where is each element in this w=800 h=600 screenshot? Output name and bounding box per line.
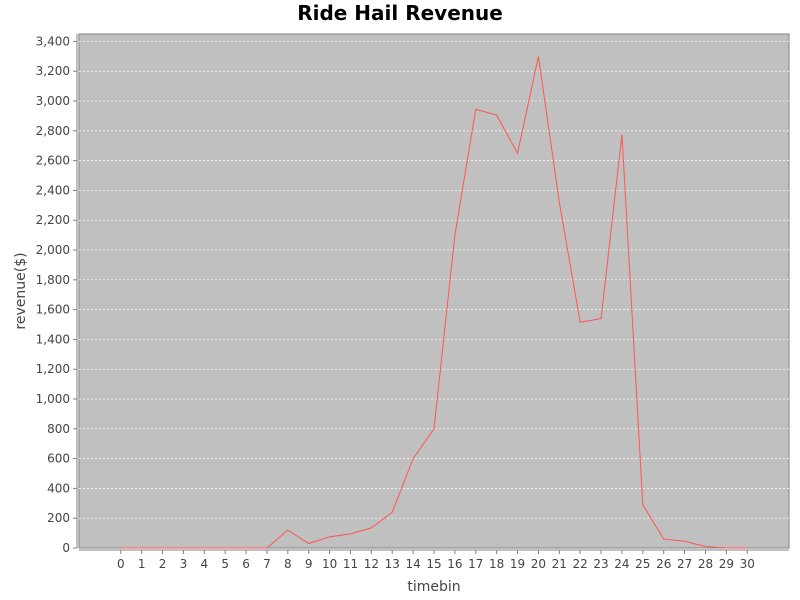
y-tick-label: 0 [62, 541, 70, 555]
x-axis: 0 1 2 3 4 5 6 7 8 9 10 11 12 13 14 15 16 17 18 19 20 21 22 23 24… [79, 549, 789, 571]
y-tick-label: 2,000 [36, 243, 70, 257]
y-tick-label: 2,400 [36, 183, 70, 197]
y-tick-label: 200 [47, 511, 70, 525]
x-tick-label: 2 [159, 557, 167, 571]
y-tick-label: 600 [47, 452, 70, 466]
y-tick-label: 2,200 [36, 213, 70, 227]
y-tick-label: 2,800 [36, 124, 70, 138]
x-tick-label: 0 [117, 557, 125, 571]
y-tick-label: 1,000 [36, 392, 70, 406]
x-tick-label: 6 [242, 557, 250, 571]
y-axis-label: revenue($) [13, 252, 29, 329]
x-tick-label: 4 [200, 557, 208, 571]
x-tick-label: 25 [635, 557, 650, 571]
x-tick-label: 29 [719, 557, 734, 571]
x-tick-label: 16 [447, 557, 462, 571]
y-tick-label: 3,200 [36, 64, 70, 78]
y-tick-label: 1,600 [36, 303, 70, 317]
x-tick-label: 23 [593, 557, 608, 571]
series-layer [120, 56, 748, 549]
y-tick-label: 3,400 [36, 34, 70, 48]
x-tick-label: 28 [698, 557, 713, 571]
plot-area [78, 33, 790, 549]
x-tick-label: 17 [468, 557, 483, 571]
x-tick-label: 21 [552, 557, 567, 571]
x-tick-label: 10 [322, 557, 337, 571]
x-tick-label: 19 [510, 557, 525, 571]
x-tick-label: 15 [426, 557, 441, 571]
x-axis-label: timebin [407, 579, 460, 595]
y-tick-label: 1,200 [36, 362, 70, 376]
y-tick-label: 800 [47, 422, 70, 436]
y-axis: 0 200 400 600 800 1,000 1,200 1,400 1,600 1,800 2,… [36, 34, 78, 555]
y-tick-label: 1,400 [36, 332, 70, 346]
x-tick-label: 27 [677, 557, 692, 571]
x-tick-label: 14 [405, 557, 420, 571]
y-tick-label: 400 [47, 481, 70, 495]
x-tick-label: 5 [221, 557, 229, 571]
x-tick-label: 26 [656, 557, 671, 571]
x-tick-label: 13 [385, 557, 400, 571]
x-tick-label: 3 [180, 557, 188, 571]
x-tick-label: 24 [614, 557, 629, 571]
x-tick-label: 20 [531, 557, 546, 571]
x-tick-label: 12 [364, 557, 379, 571]
x-tick-label: 18 [489, 557, 504, 571]
x-tick-label: 9 [305, 557, 313, 571]
x-tick-label: 1 [138, 557, 146, 571]
y-tick-label: 3,000 [36, 94, 70, 108]
chart-title: Ride Hail Revenue [297, 1, 503, 25]
y-tick-label: 1,800 [36, 273, 70, 287]
x-tick-label: 11 [343, 557, 358, 571]
x-tick-label: 7 [263, 557, 271, 571]
series-line [120, 56, 748, 549]
x-tick-label: 8 [284, 557, 292, 571]
y-tick-label: 2,600 [36, 154, 70, 168]
x-tick-label: 30 [740, 557, 755, 571]
x-tick-label: 22 [573, 557, 588, 571]
